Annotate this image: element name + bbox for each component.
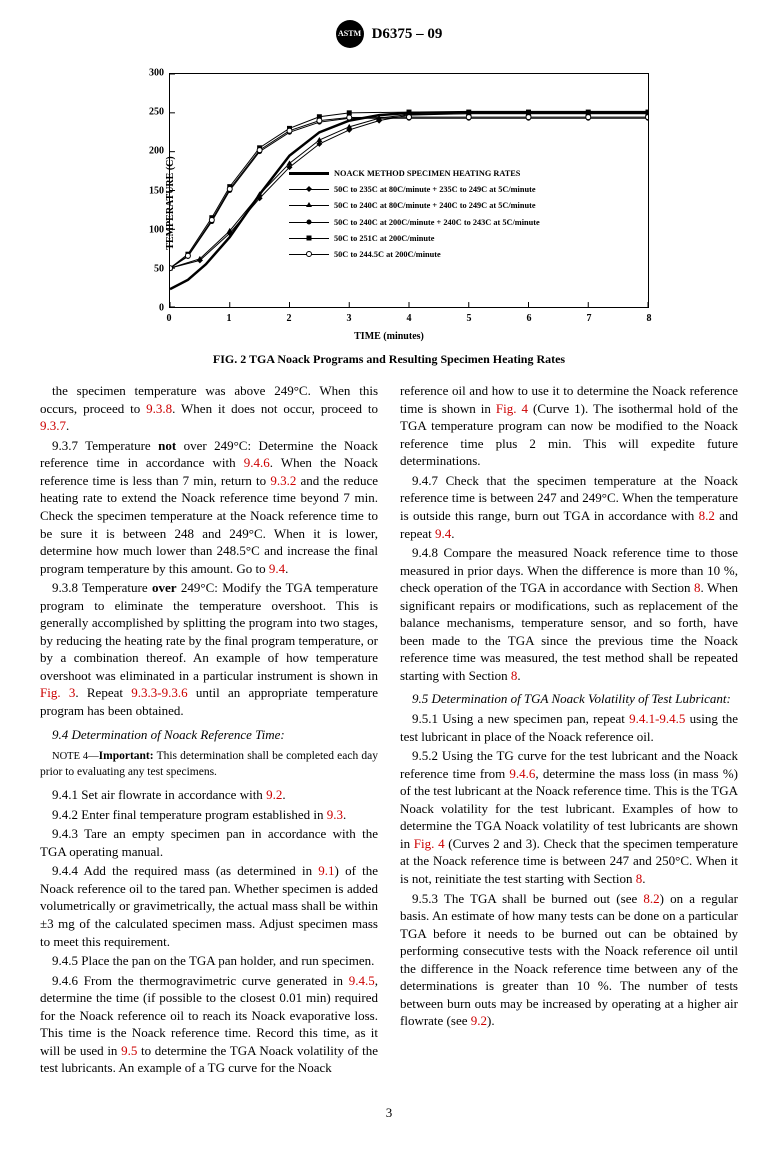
section-9.5: 9.5 Determination of TGA Noack Volatilit…	[400, 690, 738, 708]
chart: TEMPERATURE (C) TIME (minutes) NOACK MET…	[119, 63, 659, 343]
para-9.4.4: 9.4.4 Add the required mass (as determin…	[40, 862, 378, 950]
ref-link[interactable]: 8.2	[643, 891, 659, 906]
ref-link[interactable]: 9.3	[327, 807, 343, 822]
ref-link[interactable]: 9.2	[266, 787, 282, 802]
note-4: NOTE 4—Important: This determination sha…	[40, 749, 378, 780]
page-header: ASTM D6375 – 09	[40, 20, 738, 48]
ref-link[interactable]: 9.3.7	[40, 418, 66, 433]
ref-link[interactable]: Fig. 3	[40, 685, 75, 700]
para-9.4.2: 9.4.2 Enter final temperature program es…	[40, 806, 378, 824]
page-number: 3	[40, 1104, 738, 1122]
ref-link[interactable]: 8.2	[699, 508, 715, 523]
para-9.3.8: 9.3.8 Temperature over 249°C: Modify the…	[40, 579, 378, 719]
para-9.4.3: 9.4.3 Tare an empty specimen pan in acco…	[40, 825, 378, 860]
x-axis-label: TIME (minutes)	[354, 330, 424, 344]
ref-link[interactable]: 9.3.3-9.3.6	[131, 685, 187, 700]
para-9.4.1: 9.4.1 Set air flowrate in accordance wit…	[40, 786, 378, 804]
ref-link[interactable]: 9.4	[269, 561, 285, 576]
ref-link[interactable]: 9.5	[121, 1043, 137, 1058]
para-9.4.7: 9.4.7 Check that the specimen temperatur…	[400, 472, 738, 542]
ref-link[interactable]: Fig. 4	[414, 836, 445, 851]
chart-legend: NOACK METHOD SPECIMEN HEATING RATES50C t…	[289, 168, 540, 265]
column-right: reference oil and how to use it to deter…	[400, 382, 738, 1079]
para-9.5.3: 9.5.3 The TGA shall be burned out (see 8…	[400, 890, 738, 1030]
para-9.4.5: 9.4.5 Place the pan on the TGA pan holde…	[40, 952, 378, 970]
para-9.4.8: 9.4.8 Compare the measured Noack referen…	[400, 544, 738, 684]
ref-link[interactable]: Fig. 4	[496, 401, 528, 416]
column-left: the specimen temperature was above 249°C…	[40, 382, 378, 1079]
para-9.4.6: 9.4.6 From the thermogravimetric curve g…	[40, 972, 378, 1077]
para-9.5.2: 9.5.2 Using the TG curve for the test lu…	[400, 747, 738, 887]
standard-number: D6375 – 09	[372, 24, 443, 44]
ref-link[interactable]: 9.4.6	[244, 455, 270, 470]
figure-caption: FIG. 2 TGA Noack Programs and Resulting …	[40, 351, 738, 367]
figure-2: TEMPERATURE (C) TIME (minutes) NOACK MET…	[40, 63, 738, 367]
ref-link[interactable]: 9.3.2	[270, 473, 296, 488]
section-9.4: 9.4 Determination of Noack Reference Tim…	[40, 726, 378, 744]
ref-link[interactable]: 9.1	[318, 863, 334, 878]
para-9.4.6-cont: reference oil and how to use it to deter…	[400, 382, 738, 470]
para-9.3.7: 9.3.7 Temperature not over 249°C: Determ…	[40, 437, 378, 577]
astm-logo: ASTM	[336, 20, 364, 48]
ref-link[interactable]: 9.3.8	[146, 401, 172, 416]
ref-link[interactable]: 9.4.5	[349, 973, 375, 988]
para-9.3.6-cont: the specimen temperature was above 249°C…	[40, 382, 378, 435]
ref-link[interactable]: 9.4.6	[509, 766, 535, 781]
body-columns: the specimen temperature was above 249°C…	[40, 382, 738, 1079]
ref-link[interactable]: 9.4.1-9.4.5	[629, 711, 685, 726]
ref-link[interactable]: 9.2	[471, 1013, 487, 1028]
para-9.5.1: 9.5.1 Using a new specimen pan, repeat 9…	[400, 710, 738, 745]
ref-link[interactable]: 9.4	[435, 526, 451, 541]
